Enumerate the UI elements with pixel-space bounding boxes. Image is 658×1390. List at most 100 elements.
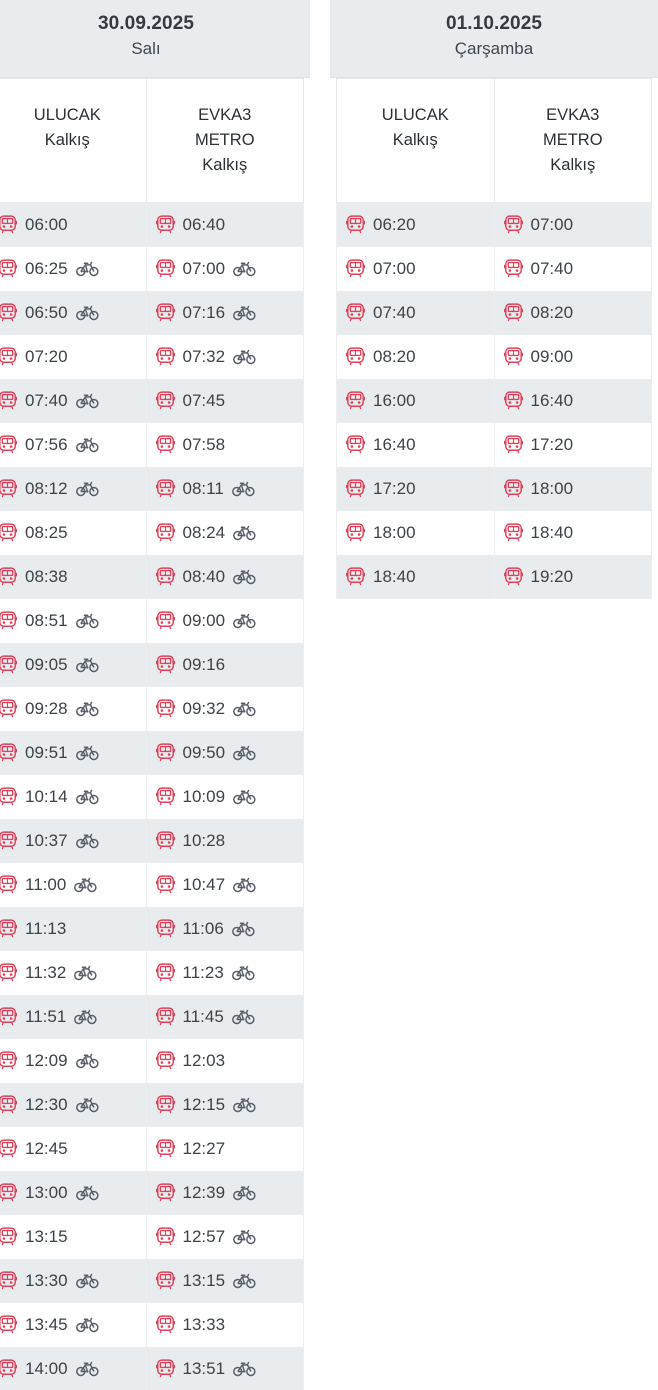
departure-cell[interactable]: 07:00 (145, 246, 304, 291)
departure-cell[interactable]: 10:28 (145, 818, 304, 863)
departure-cell[interactable]: 07:20 (0, 334, 147, 379)
departure-cell[interactable]: 13:00 (0, 1170, 147, 1215)
departure-cell[interactable]: 06:25 (0, 246, 147, 291)
table-row[interactable]: 07:40 07:45 (0, 378, 304, 423)
departure-cell[interactable]: 17:20 (493, 422, 652, 467)
departure-cell[interactable]: 08:20 (493, 290, 652, 335)
table-row[interactable]: 10:14 10:09 (0, 774, 304, 819)
departure-cell[interactable]: 09:05 (0, 642, 147, 687)
table-row[interactable]: 10:37 10:28 (0, 818, 304, 863)
departure-cell[interactable]: 16:00 (336, 378, 495, 423)
departure-cell[interactable]: 11:13 (0, 906, 147, 951)
table-row[interactable]: 08:38 08:40 (0, 554, 304, 599)
table-row[interactable]: 09:28 09:32 (0, 686, 304, 731)
departure-cell[interactable]: 13:51 (145, 1346, 304, 1390)
table-row[interactable]: 07:00 07:40 (336, 246, 652, 291)
departure-cell[interactable]: 12:39 (145, 1170, 304, 1215)
table-row[interactable]: 08:51 09:00 (0, 598, 304, 643)
table-row[interactable]: 18:00 18:40 (336, 510, 652, 555)
departure-cell[interactable]: 08:24 (145, 510, 304, 555)
table-row[interactable]: 06:00 06:40 (0, 202, 304, 247)
departure-cell[interactable]: 19:20 (493, 554, 652, 599)
departure-cell[interactable]: 12:03 (145, 1038, 304, 1083)
table-row[interactable]: 12:45 12:27 (0, 1126, 304, 1171)
departure-cell[interactable]: 07:45 (145, 378, 304, 423)
departure-cell[interactable]: 09:28 (0, 686, 147, 731)
table-row[interactable]: 07:20 07:32 (0, 334, 304, 379)
departure-cell[interactable]: 09:00 (493, 334, 652, 379)
departure-cell[interactable]: 10:37 (0, 818, 147, 863)
table-row[interactable]: 16:40 17:20 (336, 422, 652, 467)
departure-cell[interactable]: 08:51 (0, 598, 147, 643)
table-row[interactable]: 11:00 10:47 (0, 862, 304, 907)
departure-cell[interactable]: 09:50 (145, 730, 304, 775)
departure-cell[interactable]: 12:57 (145, 1214, 304, 1259)
departure-cell[interactable]: 07:40 (0, 378, 147, 423)
departure-cell[interactable]: 13:45 (0, 1302, 147, 1347)
departure-cell[interactable]: 12:27 (145, 1126, 304, 1171)
departure-cell[interactable]: 09:16 (145, 642, 304, 687)
departure-cell[interactable]: 13:33 (145, 1302, 304, 1347)
table-row[interactable]: 16:00 16:40 (336, 378, 652, 423)
departure-cell[interactable]: 09:00 (145, 598, 304, 643)
departure-cell[interactable]: 13:15 (0, 1214, 147, 1259)
departure-cell[interactable]: 09:51 (0, 730, 147, 775)
departure-cell[interactable]: 06:50 (0, 290, 147, 335)
table-row[interactable]: 18:40 19:20 (336, 554, 652, 599)
departure-cell[interactable]: 11:06 (145, 906, 304, 951)
departure-cell[interactable]: 08:40 (145, 554, 304, 599)
departure-cell[interactable]: 08:25 (0, 510, 147, 555)
departure-cell[interactable]: 11:45 (145, 994, 304, 1039)
departure-cell[interactable]: 10:47 (145, 862, 304, 907)
departure-cell[interactable]: 11:32 (0, 950, 147, 995)
departure-cell[interactable]: 08:12 (0, 466, 147, 511)
table-row[interactable]: 13:30 13:15 (0, 1258, 304, 1303)
departure-cell[interactable]: 18:40 (336, 554, 495, 599)
table-row[interactable]: 06:20 07:00 (336, 202, 652, 247)
departure-cell[interactable]: 10:09 (145, 774, 304, 819)
table-row[interactable]: 06:50 07:16 (0, 290, 304, 335)
departure-cell[interactable]: 07:32 (145, 334, 304, 379)
table-row[interactable]: 14:00 13:51 (0, 1346, 304, 1390)
departure-cell[interactable]: 07:16 (145, 290, 304, 335)
departure-cell[interactable]: 07:56 (0, 422, 147, 467)
table-row[interactable]: 12:09 12:03 (0, 1038, 304, 1083)
departure-cell[interactable]: 08:20 (336, 334, 495, 379)
table-row[interactable]: 11:13 11:06 (0, 906, 304, 951)
departure-cell[interactable]: 09:32 (145, 686, 304, 731)
table-row[interactable]: 09:51 09:50 (0, 730, 304, 775)
table-row[interactable]: 13:00 12:39 (0, 1170, 304, 1215)
departure-cell[interactable]: 16:40 (493, 378, 652, 423)
table-row[interactable]: 12:30 12:15 (0, 1082, 304, 1127)
departure-cell[interactable]: 07:00 (336, 246, 495, 291)
table-row[interactable]: 08:25 08:24 (0, 510, 304, 555)
departure-cell[interactable]: 06:40 (145, 202, 304, 247)
table-row[interactable]: 07:40 08:20 (336, 290, 652, 335)
departure-cell[interactable]: 06:00 (0, 202, 147, 247)
departure-cell[interactable]: 12:45 (0, 1126, 147, 1171)
table-row[interactable]: 17:20 18:00 (336, 466, 652, 511)
departure-cell[interactable]: 07:00 (493, 202, 652, 247)
departure-cell[interactable]: 07:40 (336, 290, 495, 335)
departure-cell[interactable]: 17:20 (336, 466, 495, 511)
table-row[interactable]: 06:25 07:00 (0, 246, 304, 291)
departure-cell[interactable]: 18:40 (493, 510, 652, 555)
departure-cell[interactable]: 13:15 (145, 1258, 304, 1303)
departure-cell[interactable]: 14:00 (0, 1346, 147, 1390)
departure-cell[interactable]: 08:38 (0, 554, 147, 599)
departure-cell[interactable]: 07:40 (493, 246, 652, 291)
table-row[interactable]: 07:56 07:58 (0, 422, 304, 467)
table-row[interactable]: 08:20 09:00 (336, 334, 652, 379)
departure-cell[interactable]: 18:00 (493, 466, 652, 511)
table-row[interactable]: 11:51 11:45 (0, 994, 304, 1039)
departure-cell[interactable]: 11:23 (145, 950, 304, 995)
departure-cell[interactable]: 12:09 (0, 1038, 147, 1083)
departure-cell[interactable]: 10:14 (0, 774, 147, 819)
table-row[interactable]: 09:05 09:16 (0, 642, 304, 687)
departure-cell[interactable]: 11:51 (0, 994, 147, 1039)
table-row[interactable]: 11:32 11:23 (0, 950, 304, 995)
departure-cell[interactable]: 18:00 (336, 510, 495, 555)
departure-cell[interactable]: 12:30 (0, 1082, 147, 1127)
departure-cell[interactable]: 12:15 (145, 1082, 304, 1127)
table-row[interactable]: 13:15 12:57 (0, 1214, 304, 1259)
